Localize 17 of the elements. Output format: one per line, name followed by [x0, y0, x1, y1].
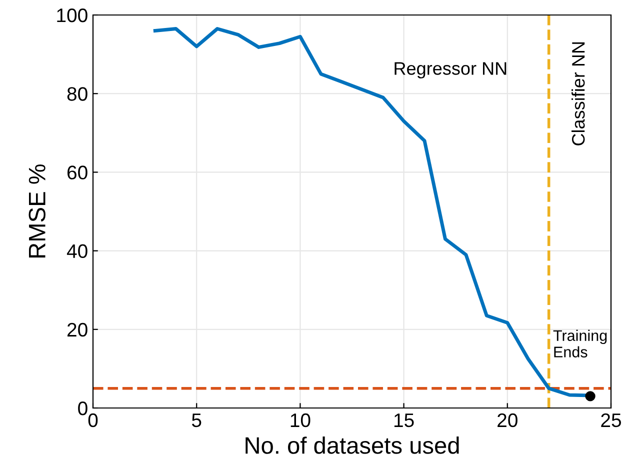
x-tick-label: 25: [601, 413, 621, 428]
x-axis-title: No. of datasets used: [246, 436, 459, 454]
y-tick-label: 0: [78, 401, 88, 416]
y-tick-label: 20: [67, 322, 88, 337]
y-axis-title: RMSE %: [28, 164, 46, 258]
y-tick-label: 40: [66, 244, 88, 258]
x-tick-label: 20: [498, 413, 518, 428]
annotation: Classifier NN: [572, 42, 585, 146]
y-tick-label: 80: [67, 87, 88, 101]
x-tick-label: 10: [290, 413, 310, 428]
y-tick-label: 100: [57, 8, 88, 22]
annotation: Training Ends: [553, 330, 607, 358]
x-tick-label: 0: [88, 413, 98, 428]
x-tick-label: 5: [192, 414, 202, 428]
y-tick-label: 60: [68, 166, 88, 180]
annotation: Regressor NN: [394, 62, 506, 78]
x-tick-label: 15: [394, 414, 414, 428]
